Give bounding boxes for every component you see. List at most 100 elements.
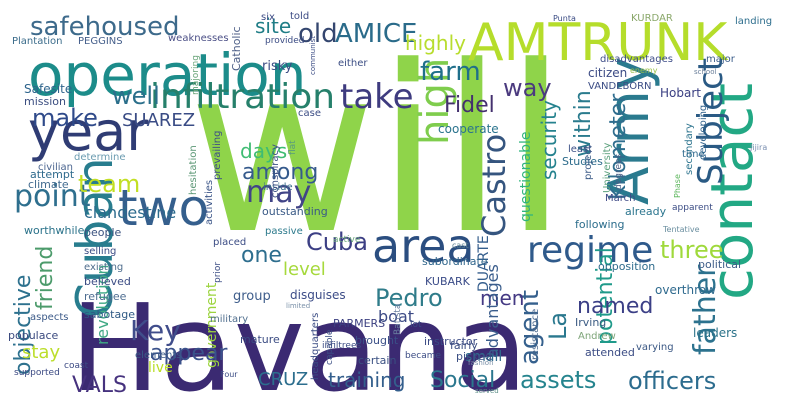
word-communist: communist [309, 36, 317, 75]
word-major: major [706, 54, 736, 65]
word-citizen: citizen [588, 66, 627, 80]
word-outstanding: outstanding [262, 205, 328, 218]
word-boat: boat [378, 307, 414, 326]
word-agent: agent [515, 290, 545, 365]
word-march: March [605, 193, 635, 204]
word-headquarters: headquarters [310, 313, 321, 380]
word-following: following [575, 218, 624, 231]
word-overthrow: overthrow [655, 283, 716, 297]
word-training: training [328, 368, 405, 392]
word-prior: prior [213, 262, 223, 283]
word-fidel: Fidel [444, 93, 495, 118]
word-cruz: CRUZ [258, 369, 308, 390]
word-vals: VALS [72, 373, 127, 398]
word-people: people [84, 226, 122, 239]
word-contact: contact [698, 83, 766, 300]
word-fairly: fairly [450, 339, 478, 352]
word-mission: mission [24, 95, 66, 108]
word-disadvantages: disadvantages [600, 54, 673, 65]
word-apparent: apparent [672, 203, 713, 213]
word-security: security [537, 100, 561, 180]
word-weaknesses: weaknesses [168, 33, 229, 44]
word-peggins: PEGGINS [78, 36, 123, 47]
word-determine: determine [74, 152, 126, 163]
word-fashion: fashion [468, 359, 494, 367]
word-passive: passive [265, 226, 303, 237]
word-refugee: refugee [84, 290, 127, 303]
word-clandestine: clandestine [84, 203, 176, 222]
word-secondary: secondary [684, 123, 695, 175]
word-catholic: Catholic [230, 26, 243, 71]
word-appear: appear [150, 341, 228, 366]
word-small: small [465, 349, 502, 365]
word-revolution: revolution [93, 264, 112, 345]
word-kubark: KUBARK [425, 275, 471, 288]
word-farm: farm [420, 57, 481, 87]
word-days: days [240, 139, 287, 163]
word-risky: risky [262, 59, 293, 74]
word-father: father [688, 264, 723, 355]
word-andrew: Andrew [578, 331, 616, 342]
word-point: point [14, 179, 91, 214]
word-believed: believed [84, 275, 131, 288]
word-developing: developing [698, 105, 709, 160]
word-three: three [660, 236, 724, 264]
word-case: case [298, 108, 321, 119]
word-havana: Havana [70, 280, 528, 405]
word-leaders: leaders [693, 326, 737, 340]
word-group: group [233, 289, 271, 304]
word-climate: climate [28, 178, 69, 191]
word-project: project [583, 145, 594, 180]
word-advantages: advantages [483, 264, 502, 358]
word-inside: inside [263, 182, 293, 193]
word-duarte: DUARTE [476, 235, 492, 292]
word-area: area [372, 219, 475, 273]
word-brought: brought [355, 334, 399, 347]
word-year: year [28, 100, 149, 163]
word-landing: landing [735, 16, 772, 27]
word-regime: regime [527, 230, 653, 271]
word-la: La [544, 312, 572, 340]
word-supported: supported [14, 368, 60, 378]
word-flat: flat [288, 140, 298, 155]
word-lot: lot [410, 320, 422, 330]
word-kurdar: KURDAR [631, 13, 673, 24]
word-studies: Studies [562, 155, 603, 168]
word-officers: officers [628, 367, 716, 395]
word-either: either [338, 58, 368, 69]
word-told: told [290, 11, 309, 22]
word-well: well [112, 82, 160, 110]
word-provided: provided [265, 36, 305, 46]
word-active: active [333, 235, 361, 245]
word-degrees: degrees [614, 153, 624, 190]
word-cast: cast [452, 241, 469, 250]
word-level: level [283, 259, 326, 280]
word-parmers: PARMERS [333, 317, 385, 330]
word-friend: friend [33, 246, 58, 310]
word-limited: limited [286, 302, 310, 310]
word-hobart: Hobart [660, 86, 701, 100]
word-prevailing: prevailing [212, 131, 223, 180]
word-served: served [475, 387, 499, 395]
word-opposition: opposition [598, 260, 655, 273]
word-six: six [261, 12, 275, 23]
word-team: team [78, 170, 140, 198]
word-operation: operation [28, 41, 306, 109]
word-resistance: resistance [530, 309, 541, 360]
word-safesite: Safesite [24, 82, 72, 96]
word-one: one [241, 243, 282, 268]
word-amtrunk: AMTRUNK [468, 13, 729, 73]
word-military: military [210, 314, 248, 325]
word-became: became [405, 351, 441, 361]
word-kilometer: Kilometer [606, 93, 631, 200]
word-enemy: enemy [630, 66, 658, 75]
word-mature: mature [240, 333, 280, 346]
word-way: way [503, 74, 552, 102]
word-cooperate: cooperate [438, 122, 499, 136]
word-pedro: Pedro [375, 284, 443, 312]
word-assets: assets [520, 366, 596, 394]
word-irving: Irving [575, 316, 606, 329]
word-infiltration: infiltration [150, 77, 335, 117]
word-safehoused: safehoused [30, 12, 180, 42]
